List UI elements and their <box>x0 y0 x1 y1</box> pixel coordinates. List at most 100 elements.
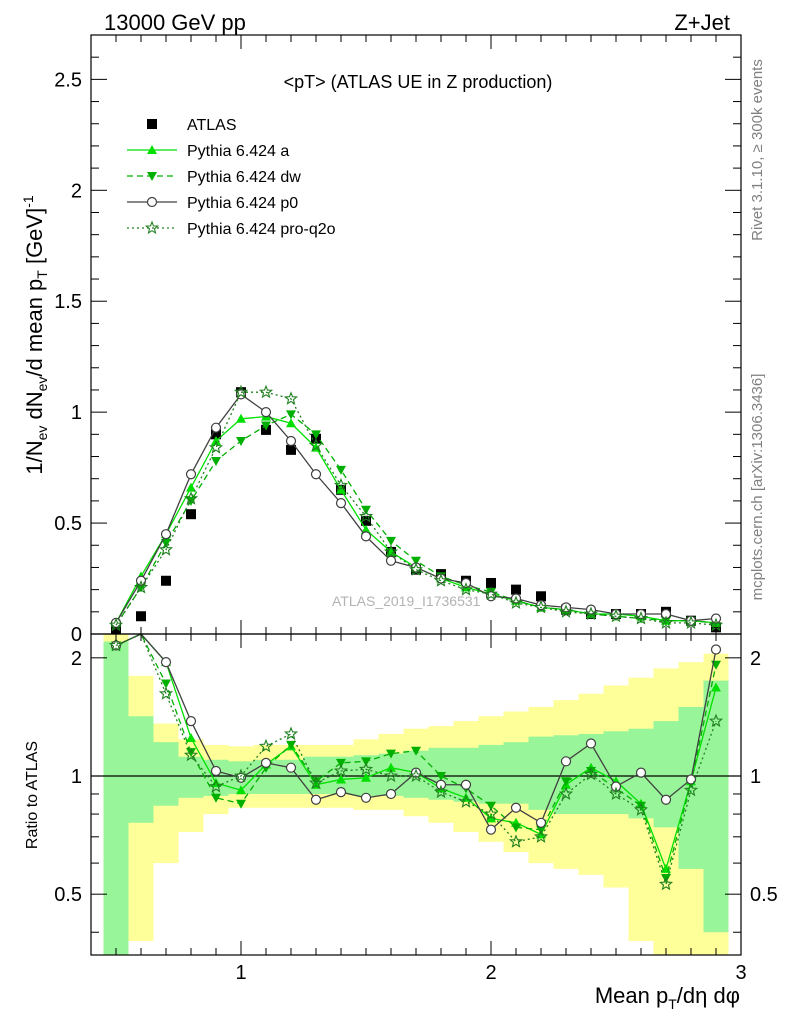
data-point-pythia-6-424-p0 <box>660 608 672 620</box>
ratio-point-pythia-6-424-p0 <box>285 762 297 773</box>
ratio-point-pythia-6-424-pro-q2o <box>433 784 449 799</box>
data-point-pythia-6-424-p0 <box>185 469 197 480</box>
ratio-point-pythia-6-424-pro-q2o <box>208 779 224 793</box>
ratio-point-pythia-6-424-dw <box>161 679 171 689</box>
data-point-pythia-6-424-p0 <box>560 602 572 613</box>
ratio-point-pythia-6-424-pro-q2o <box>158 686 174 700</box>
data-point-pythia-6-424-a <box>336 484 346 494</box>
ratio-point-pythia-6-424-pro-q2o <box>183 747 199 762</box>
ratio-point-pythia-6-424-dw <box>636 801 646 811</box>
data-point-atlas <box>361 515 371 526</box>
ratio-band-inner <box>528 736 554 810</box>
data-point-pythia-6-424-p0 <box>260 407 272 418</box>
data-point-atlas <box>286 444 296 455</box>
legend-marker-pythia-6-424-dw <box>147 172 157 181</box>
ratio-point-pythia-6-424-pro-q2o <box>683 782 699 797</box>
y-tick-label-main: 0 <box>71 624 82 646</box>
data-point-pythia-6-424-p0 <box>210 422 222 433</box>
ratio-point-pythia-6-424-a <box>361 772 371 782</box>
axis-ticks <box>90 34 742 955</box>
ratio-panel-series <box>108 634 724 891</box>
ratio-band-inner <box>203 759 229 796</box>
legend-marker-atlas <box>147 119 157 129</box>
analysis-watermark: ATLAS_2019_I1736531 <box>332 593 481 609</box>
ratio-point-pythia-6-424-dw <box>436 772 446 782</box>
ratio-point-pythia-6-424-p0 <box>510 802 522 813</box>
ratio-point-pythia-6-424-p0 <box>160 657 172 668</box>
data-point-pythia-6-424-pro-q2o <box>183 491 199 505</box>
data-point-pythia-6-424-pro-q2o <box>133 579 149 594</box>
data-point-pythia-6-424-p0 <box>510 593 522 604</box>
xlabel: Mean pT/dη dφ <box>595 983 740 1012</box>
y-tick-label-main: 1 <box>71 402 82 424</box>
ratio-point-pythia-6-424-pro-q2o <box>283 726 299 741</box>
data-point-atlas <box>136 611 146 622</box>
ratio-uncertainty-bands <box>91 634 741 955</box>
ratio-point-pythia-6-424-p0 <box>535 817 547 828</box>
ratio-point-pythia-6-424-p0 <box>310 794 322 805</box>
series-line-pythia-6-424-pro-q2o <box>115 391 717 626</box>
data-point-pythia-6-424-a <box>361 524 371 534</box>
y-tick-label-ratio-right: 0.5 <box>750 884 778 906</box>
legend-marker-pythia-6-424-a <box>147 145 157 154</box>
ratio-point-pythia-6-424-a <box>236 785 246 795</box>
main-ylabel: 1/Nev dNev/d mean pT [GeV]-1 <box>20 195 50 475</box>
svg-text:1/Nev dNev/d mean pT [GeV]-1: 1/Nev dNev/d mean pT [GeV]-1 <box>20 195 50 475</box>
ratio-point-pythia-6-424-a <box>711 682 721 692</box>
ratio-point-pythia-6-424-p0 <box>710 644 722 655</box>
data-point-pythia-6-424-pro-q2o <box>433 573 449 587</box>
y-tick-label-main: 2.5 <box>54 69 82 91</box>
ratio-point-pythia-6-424-a <box>386 762 396 772</box>
ratio-band-inner <box>103 641 129 955</box>
legend-label-pythia-6-424-dw: Pythia 6.424 dw <box>187 169 301 186</box>
data-point-pythia-6-424-p0 <box>635 608 647 620</box>
data-point-pythia-6-424-pro-q2o <box>558 604 574 618</box>
data-point-atlas <box>486 577 496 588</box>
ratio-point-pythia-6-424-pro-q2o <box>658 876 674 891</box>
ratio-band-inner <box>503 742 529 804</box>
legend-label-pythia-6-424-p0: Pythia 6.424 p0 <box>187 195 298 212</box>
data-point-atlas <box>211 429 221 440</box>
ratio-point-pythia-6-424-p0 <box>210 765 222 777</box>
ratio-point-pythia-6-424-pro-q2o <box>458 794 474 808</box>
ratio-point-pythia-6-424-pro-q2o <box>108 637 124 652</box>
ratio-point-pythia-6-424-pro-q2o <box>408 768 424 783</box>
ratio-point-pythia-6-424-p0 <box>485 824 497 835</box>
ratio-point-pythia-6-424-pro-q2o <box>333 763 349 777</box>
y-tick-label-ratio: 0.5 <box>54 884 82 906</box>
ratio-point-pythia-6-424-pro-q2o <box>483 806 499 821</box>
data-point-pythia-6-424-pro-q2o <box>683 615 699 630</box>
data-point-pythia-6-424-p0 <box>360 531 372 542</box>
data-point-pythia-6-424-dw <box>311 430 321 440</box>
y-tick-label-ratio: 2 <box>71 648 82 670</box>
ratio-point-pythia-6-424-p0 <box>260 757 272 768</box>
ratio-point-pythia-6-424-p0 <box>585 738 597 749</box>
legend-marker-pythia-6-424-pro-q2o <box>144 220 160 235</box>
data-point-pythia-6-424-p0 <box>335 498 347 509</box>
data-point-pythia-6-424-dw <box>386 536 396 546</box>
data-point-pythia-6-424-p0 <box>385 555 397 566</box>
data-point-pythia-6-424-pro-q2o <box>608 608 624 623</box>
header-process-label: Z+Jet <box>674 10 730 35</box>
y-tick-label-main: 1.5 <box>54 291 82 313</box>
data-point-pythia-6-424-pro-q2o <box>158 542 174 556</box>
ratio-point-pythia-6-424-pro-q2o <box>258 738 274 753</box>
data-point-pythia-6-424-a <box>186 482 196 492</box>
data-point-atlas <box>536 591 546 602</box>
data-point-pythia-6-424-pro-q2o <box>283 391 299 405</box>
data-point-pythia-6-424-p0 <box>160 529 172 540</box>
ratio-point-pythia-6-424-dw <box>486 801 496 811</box>
data-point-pythia-6-424-p0 <box>310 469 322 480</box>
series-line-pythia-6-424-p0 <box>115 393 717 624</box>
data-point-pythia-6-424-pro-q2o <box>233 384 249 399</box>
legend-label-pythia-6-424-pro-q2o: Pythia 6.424 pro-q2o <box>187 221 336 238</box>
ratio-band-inner <box>478 744 504 804</box>
data-point-pythia-6-424-pro-q2o <box>458 582 474 596</box>
ratio-point-pythia-6-424-p0 <box>335 786 347 798</box>
ratio-point-pythia-6-424-dw <box>286 740 296 750</box>
ratio-point-pythia-6-424-dw <box>561 777 571 787</box>
data-point-atlas <box>186 509 196 520</box>
y-tick-label-ratio: 1 <box>71 766 82 788</box>
ratio-point-pythia-6-424-pro-q2o <box>358 761 374 776</box>
